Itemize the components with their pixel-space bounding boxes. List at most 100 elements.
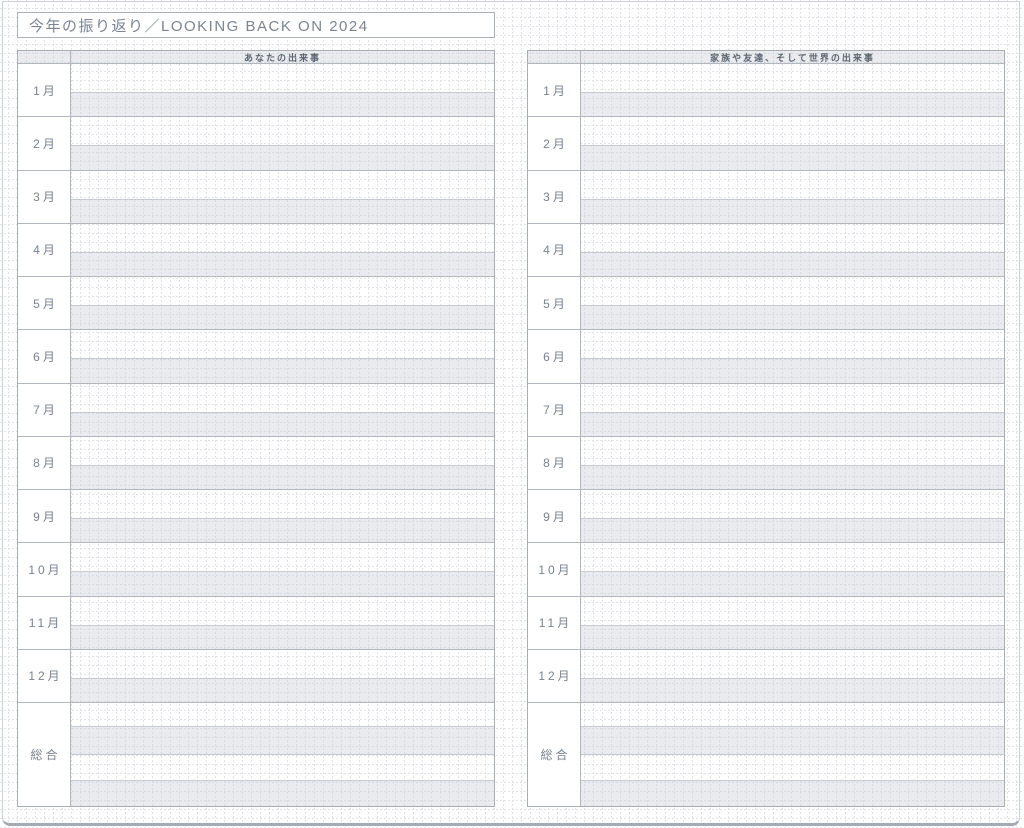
month-entry-area <box>71 650 494 702</box>
month-entry-area <box>581 224 1004 276</box>
summary-row: 総合 <box>18 703 494 806</box>
month-shaded-area <box>71 198 494 223</box>
month-shaded-area <box>581 624 1004 649</box>
month-column-header-cell <box>528 51 581 63</box>
month-label: 2月 <box>528 117 581 170</box>
summary-shaded-area <box>71 780 494 806</box>
month-entry-area <box>581 330 1004 383</box>
month-entry-area <box>581 277 1004 330</box>
table-header-row: あなたの出来事 <box>18 51 494 64</box>
month-label: 9月 <box>18 490 71 543</box>
month-shaded-area <box>581 92 1004 117</box>
month-label: 12月 <box>18 649 71 702</box>
month-shaded-area <box>71 358 494 383</box>
month-entry-area <box>581 543 1004 596</box>
month-shaded-area <box>581 518 1004 543</box>
month-shaded-area <box>581 251 1004 276</box>
month-row: 7月 <box>18 383 494 437</box>
month-label: 10月 <box>18 543 71 596</box>
month-label: 1月 <box>528 64 581 117</box>
month-shaded-area <box>71 92 494 117</box>
month-writing-area <box>71 384 494 412</box>
month-row: 12月 <box>18 649 494 703</box>
month-row: 3月 <box>528 170 1004 224</box>
page-title: 今年の振り返り／LOOKING BACK ON 2024 <box>29 17 369 35</box>
summary-row: 総合 <box>528 703 1004 806</box>
month-writing-area <box>71 117 494 145</box>
summary-shaded-area <box>581 780 1004 806</box>
month-row: 7月 <box>528 383 1004 437</box>
summary-shaded-area <box>71 726 494 754</box>
page-title-box: 今年の振り返り／LOOKING BACK ON 2024 <box>17 12 495 38</box>
month-entry-area <box>71 597 494 649</box>
month-label: 6月 <box>18 330 71 383</box>
month-writing-area <box>581 224 1004 252</box>
month-shaded-area <box>71 571 494 596</box>
month-entry-area <box>71 543 494 596</box>
month-row: 10月 <box>528 543 1004 597</box>
month-shaded-area <box>581 464 1004 489</box>
month-label: 6月 <box>528 330 581 383</box>
summary-label: 総合 <box>528 703 581 806</box>
month-row: 1月 <box>18 64 494 118</box>
month-writing-area <box>581 490 1004 518</box>
month-entry-area <box>71 437 494 489</box>
month-writing-area <box>581 650 1004 678</box>
month-writing-area <box>71 650 494 678</box>
month-label: 10月 <box>528 543 581 596</box>
month-row: 5月 <box>528 277 1004 331</box>
month-row: 4月 <box>18 223 494 277</box>
month-row: 5月 <box>18 277 494 331</box>
summary-writing-area <box>581 703 1004 726</box>
month-column-header-cell <box>18 51 71 63</box>
month-row: 9月 <box>18 490 494 544</box>
month-writing-area <box>581 597 1004 625</box>
month-row: 2月 <box>18 117 494 171</box>
month-row: 8月 <box>18 436 494 490</box>
month-label: 11月 <box>528 596 581 649</box>
month-writing-area <box>71 437 494 465</box>
month-label: 9月 <box>528 490 581 543</box>
month-row: 4月 <box>528 223 1004 277</box>
month-shaded-area <box>71 411 494 436</box>
month-label: 2月 <box>18 117 71 170</box>
month-label: 5月 <box>528 277 581 330</box>
month-entry-area <box>71 384 494 436</box>
month-label: 4月 <box>528 223 581 276</box>
summary-entry-area <box>71 703 494 806</box>
month-shaded-area <box>71 677 494 702</box>
month-shaded-area <box>71 518 494 543</box>
month-entry-area <box>71 330 494 383</box>
column-header-world: 家族や友達、そして世界の出来事 <box>710 52 875 63</box>
month-row: 8月 <box>528 436 1004 490</box>
month-writing-area <box>581 543 1004 571</box>
month-entry-area <box>581 437 1004 489</box>
month-writing-area <box>581 64 1004 92</box>
month-label: 3月 <box>18 170 71 223</box>
month-shaded-area <box>581 411 1004 436</box>
month-entry-area <box>581 171 1004 223</box>
month-shaded-area <box>581 198 1004 223</box>
summary-label: 総合 <box>18 703 71 806</box>
month-writing-area <box>581 117 1004 145</box>
month-entry-area <box>71 117 494 170</box>
summary-shaded-area <box>581 726 1004 754</box>
month-label: 12月 <box>528 649 581 702</box>
month-writing-area <box>71 171 494 199</box>
month-entry-area <box>71 171 494 223</box>
month-shaded-area <box>581 305 1004 330</box>
month-writing-area <box>71 224 494 252</box>
month-label: 4月 <box>18 223 71 276</box>
summary-entry-area <box>581 703 1004 806</box>
month-entry-area <box>71 224 494 276</box>
month-entry-area <box>581 64 1004 117</box>
month-row: 6月 <box>528 330 1004 384</box>
month-entry-area <box>581 384 1004 436</box>
month-writing-area <box>581 277 1004 305</box>
month-writing-area <box>71 597 494 625</box>
month-entry-area <box>71 490 494 543</box>
month-label: 8月 <box>18 436 71 489</box>
month-label: 1月 <box>18 64 71 117</box>
month-label: 8月 <box>528 436 581 489</box>
